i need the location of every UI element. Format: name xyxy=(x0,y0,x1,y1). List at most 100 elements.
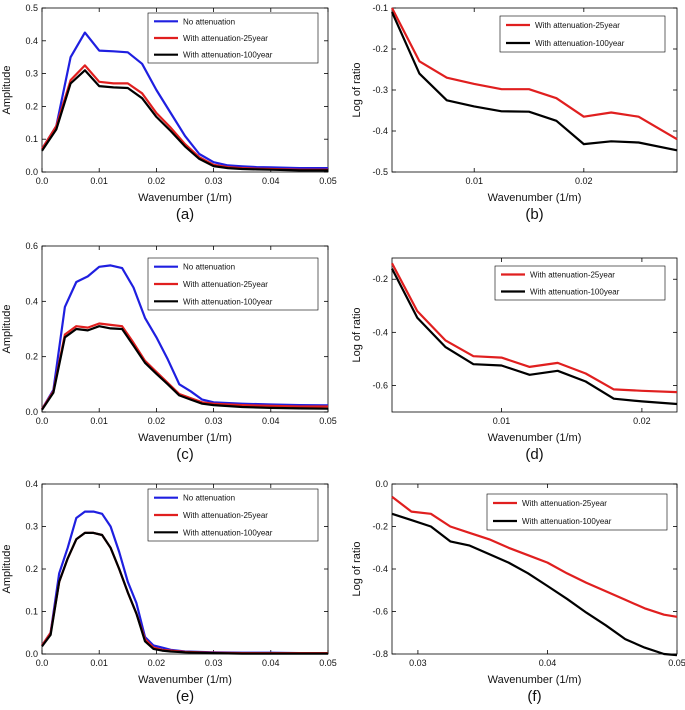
legend-entry: With attenuation-25year xyxy=(535,21,620,30)
y-tick-label: 0.4 xyxy=(25,479,38,489)
legend-entry: With attenuation-100year xyxy=(522,517,612,526)
series-line-no-attenuation xyxy=(41,264,329,410)
x-tick-label: 0.02 xyxy=(148,416,166,426)
x-tick-label: 0.04 xyxy=(262,658,280,668)
x-tick-label: 0.04 xyxy=(539,658,557,668)
axes-frame xyxy=(41,245,329,413)
y-tick-label: 0.4 xyxy=(25,36,38,46)
y-tick-label: 0.1 xyxy=(25,134,38,144)
x-tick-label: 0.01 xyxy=(90,176,108,186)
y-tick-label: -0.2 xyxy=(372,274,388,284)
panel-label: (c) xyxy=(176,446,194,463)
y-tick-label: 0.0 xyxy=(25,649,38,659)
legend-entry: With attenuation-25year xyxy=(183,34,268,43)
x-tick-label: 0.0 xyxy=(36,658,49,668)
legend-entry: With attenuation-25year xyxy=(530,271,615,280)
x-axis-label: Wavenumber (1/m) xyxy=(488,432,582,444)
x-axis-label: Wavenumber (1/m) xyxy=(138,192,232,204)
y-tick-label: 0.6 xyxy=(25,241,38,251)
series-line-with-attenuation-25year xyxy=(41,64,328,171)
y-tick-label: -0.2 xyxy=(372,522,388,532)
x-tick-label: 0.03 xyxy=(205,658,223,668)
series-line-no-attenuation xyxy=(41,31,328,170)
series-line-with-attenuation-100year xyxy=(41,69,328,172)
x-tick-label: 0.01 xyxy=(90,416,108,426)
x-tick-label: 0.02 xyxy=(148,658,166,668)
x-tick-label: 0.04 xyxy=(262,176,280,186)
x-tick-label: 0.05 xyxy=(319,416,337,426)
y-tick-label: 0.1 xyxy=(25,607,38,617)
y-tick-label: -0.4 xyxy=(372,126,388,136)
legend: With attenuation-25year With attenuation-… xyxy=(486,493,668,531)
axes-frame xyxy=(41,7,329,173)
x-tick-label: 0.01 xyxy=(493,416,511,426)
series-line-with-attenuation-100year xyxy=(391,268,678,406)
y-axis-label: Log of ratio xyxy=(351,541,363,596)
y-tick-label: -0.1 xyxy=(372,3,388,13)
series-line-with-attenuation-25year xyxy=(391,7,678,141)
y-axis-label: Amplitude xyxy=(1,66,13,115)
x-tick-label: 0.02 xyxy=(633,416,651,426)
series-line-with-attenuation-100year xyxy=(41,531,328,655)
legend-box xyxy=(486,493,668,531)
x-tick-label: 0.05 xyxy=(319,658,337,668)
legend-entry: With attenuation-25year xyxy=(522,499,607,508)
series-line-with-attenuation-25year xyxy=(391,262,678,394)
x-tick-label: 0.03 xyxy=(409,658,427,668)
x-tick-label: 0.05 xyxy=(668,658,685,668)
y-tick-label: -0.6 xyxy=(372,607,388,617)
x-axis-label: Wavenumber (1/m) xyxy=(138,674,232,686)
legend: With attenuation-25year With attenuation-… xyxy=(494,265,666,301)
y-axis-label: Amplitude xyxy=(1,305,13,354)
panel-label: (f) xyxy=(527,688,541,705)
legend-box xyxy=(499,15,666,53)
panel-label: (e) xyxy=(176,688,194,705)
y-tick-label: -0.4 xyxy=(372,564,388,574)
y-axis-label: Log of ratio xyxy=(351,62,363,117)
legend: No attenuation With attenuation-25year Wit… xyxy=(147,257,319,311)
y-tick-label: 0.0 xyxy=(25,167,38,177)
x-axis-label: Wavenumber (1/m) xyxy=(488,192,582,204)
legend: No attenuation With attenuation-25year Wit… xyxy=(147,488,319,542)
legend: No attenuation With attenuation-25year Wit… xyxy=(147,12,319,64)
legend-entry: With attenuation-100year xyxy=(530,288,620,297)
series-line-with-attenuation-25year xyxy=(391,495,678,618)
x-tick-label: 0.03 xyxy=(205,176,223,186)
y-tick-label: 0.2 xyxy=(25,564,38,574)
x-tick-label: 0.02 xyxy=(148,176,166,186)
axes-frame xyxy=(391,257,678,413)
legend-box xyxy=(494,265,666,301)
legend-entry: With attenuation-25year xyxy=(183,511,268,520)
legend-entry: With attenuation-100year xyxy=(535,39,625,48)
panel-label: (a) xyxy=(176,206,194,223)
y-axis-label: Log of ratio xyxy=(351,307,363,362)
legend-entry: With attenuation-25year xyxy=(183,280,268,289)
panel-label: (b) xyxy=(525,206,543,223)
panel-b: 0.01 0.02 -0.1 -0.2 -0.3 -0.4 -0.5 With attenua… xyxy=(351,3,678,223)
panel-a: 0.0 0.01 0.02 0.03 0.04 0.05 0.0 0.1 0.2 0.3 0.4 0.… xyxy=(1,3,337,223)
y-tick-label: 0.5 xyxy=(25,3,38,13)
x-tick-label: 0.01 xyxy=(90,658,108,668)
y-tick-label: 0.0 xyxy=(375,479,388,489)
x-tick-label: 0.0 xyxy=(36,416,49,426)
panel-c: 0.0 0.01 0.02 0.03 0.04 0.05 0.0 0.2 0.4 0.6 No at… xyxy=(1,241,337,463)
y-tick-label: 0.3 xyxy=(25,69,38,79)
x-axis-label: Wavenumber (1/m) xyxy=(138,432,232,444)
series-line-with-attenuation-25year xyxy=(41,531,328,655)
x-tick-label: 0.05 xyxy=(319,176,337,186)
y-tick-label: 0.2 xyxy=(25,101,38,111)
legend: With attenuation-25year With attenuation-… xyxy=(499,15,666,53)
legend-entry: No attenuation xyxy=(183,17,235,26)
legend-entry: No attenuation xyxy=(183,494,235,503)
panel-f: 0.03 0.04 0.05 0.0 -0.2 -0.4 -0.6 -0.8 With atte… xyxy=(351,479,685,705)
legend-entry: With attenuation-100year xyxy=(183,528,273,537)
y-tick-label: -0.3 xyxy=(372,85,388,95)
y-tick-label: 0.3 xyxy=(25,522,38,532)
y-tick-label: -0.8 xyxy=(372,649,388,659)
panel-e: 0.0 0.01 0.02 0.03 0.04 0.05 0.0 0.1 0.2 0.3 0.4 No… xyxy=(1,479,337,705)
x-tick-label: 0.03 xyxy=(205,416,223,426)
x-tick-label: 0.02 xyxy=(575,176,593,186)
series-line-with-attenuation-100year xyxy=(41,325,329,411)
x-tick-label: 0.01 xyxy=(465,176,483,186)
